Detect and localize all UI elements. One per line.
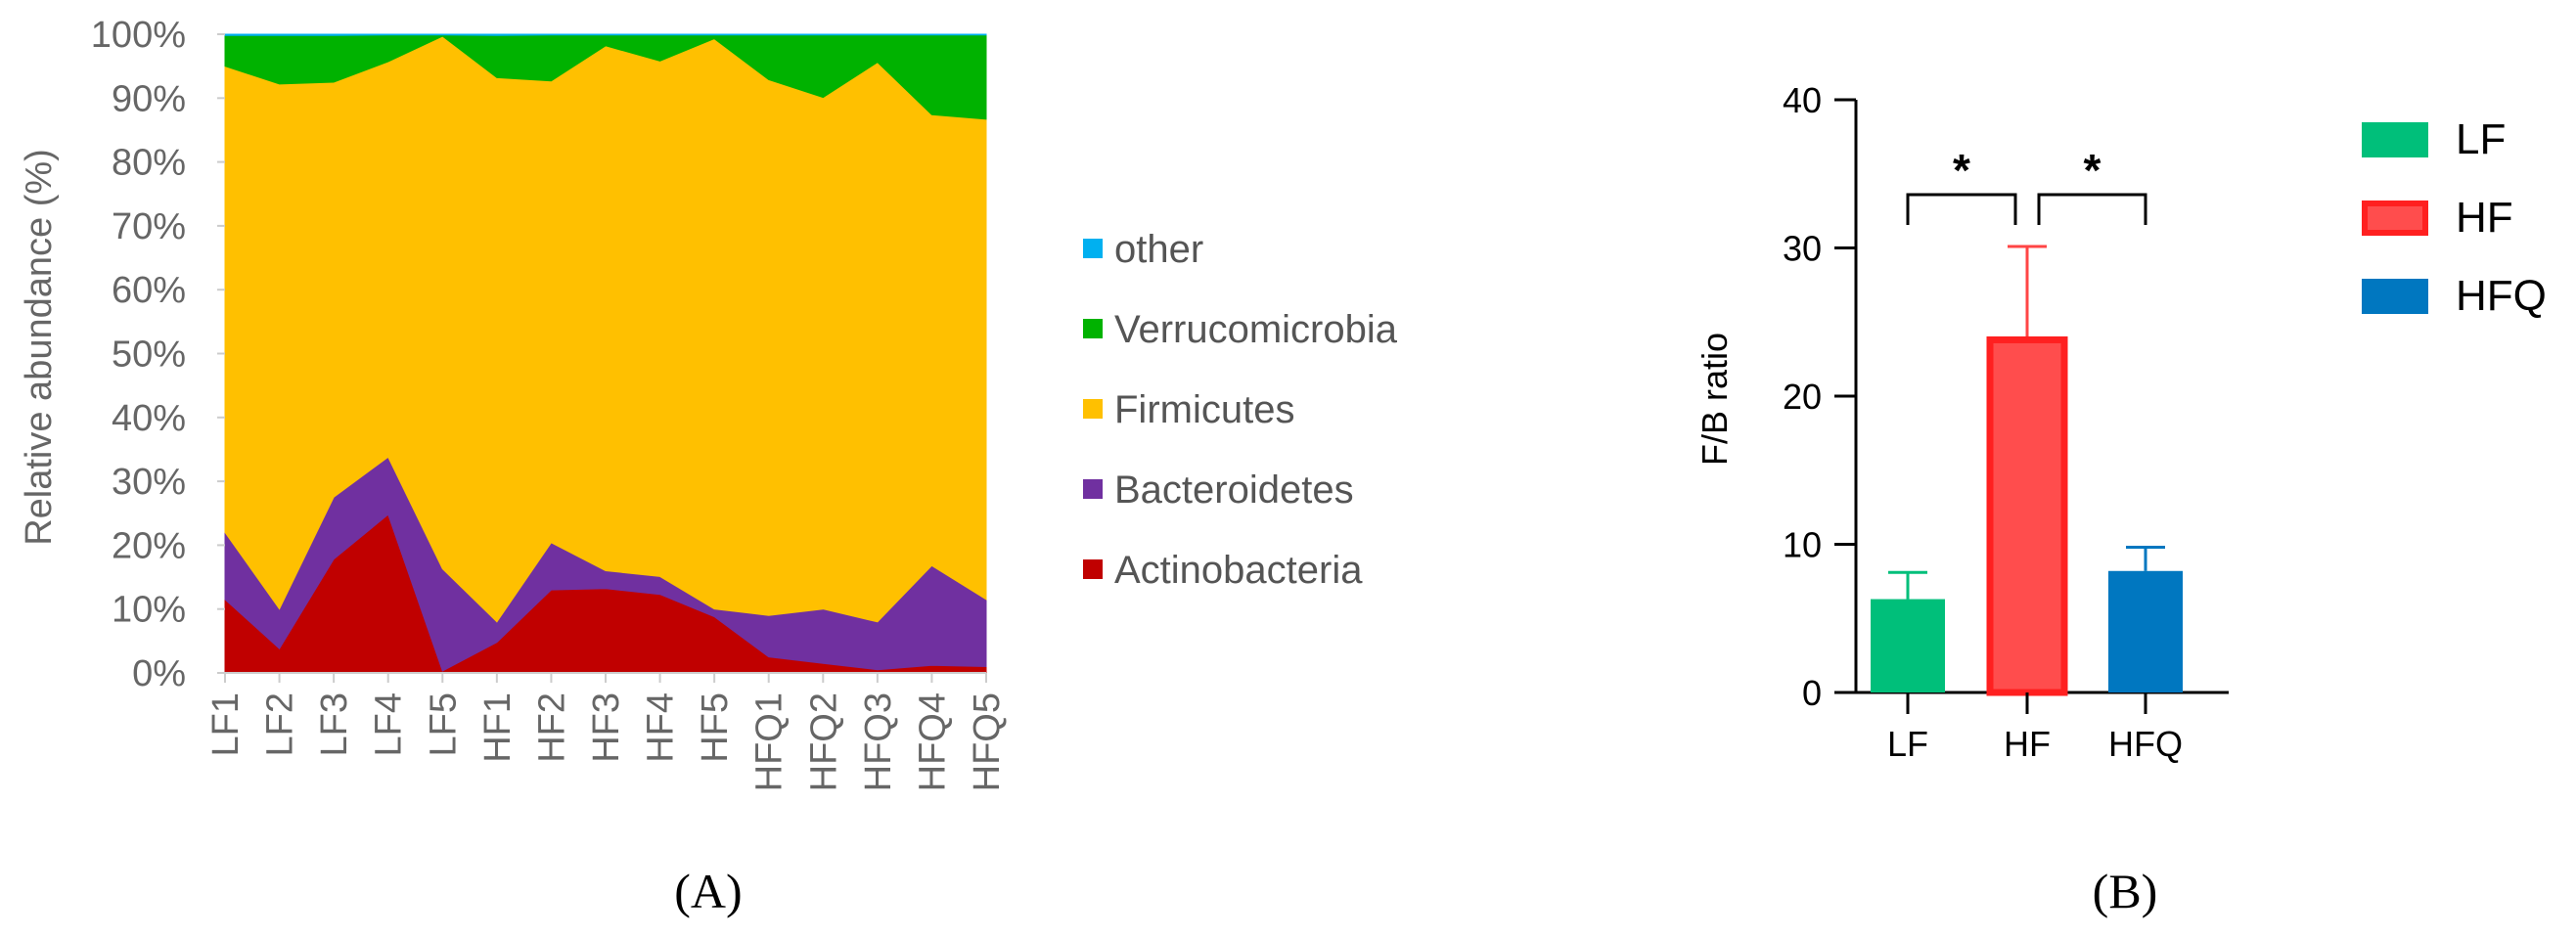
x-tick-label-lf: LF	[1887, 724, 1928, 764]
y-tick-label: 20%	[112, 525, 186, 566]
legend-swatch-bacteroidetes	[1083, 479, 1103, 499]
x-tick-label: HFQ2	[803, 692, 844, 791]
panel-a-y-axis-title: Relative abundance (%)	[19, 149, 60, 546]
panel-b-x-ticks: LF HF HFQ	[1887, 692, 2183, 764]
legend-swatch-hf	[2362, 201, 2428, 236]
y-tick-label: 90%	[112, 78, 186, 119]
legend-label-hfq: HFQ	[2456, 272, 2547, 320]
panel-a-y-ticks: 0% 10% 20% 30% 40% 50% 60% 70% 80% 90% 100%	[91, 15, 225, 694]
panel-b-y-axis-title: F/B ratio	[1695, 333, 1735, 466]
x-tick-label: HFQ4	[912, 692, 953, 791]
legend-label-hf: HF	[2456, 194, 2513, 242]
y-tick-label: 30	[1783, 229, 1822, 269]
panel-a-legend: other Verrucomicrobia Firmicutes Bacteroide…	[1083, 228, 1398, 592]
legend-label-other: other	[1114, 228, 1203, 271]
panel-a-x-ticks: LF1 LF2 LF3 LF4 LF5 HF1 HF2 HF3 HF4 HF5 HFQ1 HFQ2 HF…	[205, 673, 1008, 791]
y-tick-label: 70%	[112, 206, 186, 247]
y-tick-label: 100%	[91, 15, 186, 56]
area-layers	[224, 33, 987, 674]
y-tick-label: 10	[1783, 525, 1822, 565]
panel-b-bars	[1871, 245, 2183, 696]
bar-hf	[1986, 335, 2068, 696]
x-tick-label: HF3	[586, 692, 627, 763]
x-tick-label: HF5	[695, 692, 736, 763]
panel-a-label: (A)	[674, 864, 742, 918]
x-tick-label: HF2	[531, 692, 572, 763]
panel-b-label: (B)	[2093, 864, 2158, 918]
x-tick-label: HFQ3	[858, 692, 899, 791]
bar-lf	[1871, 599, 1945, 692]
y-tick-label: 40	[1783, 80, 1822, 120]
x-tick-label-hf: HF	[2004, 724, 2051, 764]
legend-swatch-lf	[2362, 122, 2428, 157]
x-tick-label: HF4	[641, 692, 682, 763]
y-tick-label: 40%	[112, 398, 186, 439]
panel-b-significance-brackets: * *	[1906, 145, 2147, 225]
legend-label-bacteroidetes: Bacteroidetes	[1114, 468, 1354, 512]
legend-label-actinobacteria: Actinobacteria	[1114, 549, 1363, 592]
legend-label-firmicutes: Firmicutes	[1114, 388, 1294, 431]
y-tick-label: 80%	[112, 143, 186, 184]
x-tick-label: LF5	[423, 692, 464, 756]
x-tick-label-hfq: HFQ	[2108, 724, 2183, 764]
panel-a-stacked-area-chart: 0% 10% 20% 30% 40% 50% 60% 70% 80% 90% 100% LF1 LF2…	[19, 15, 1398, 918]
y-tick-label: 0	[1802, 673, 1822, 713]
legend-label-lf: LF	[2456, 115, 2506, 163]
x-tick-label: HFQ1	[749, 692, 791, 791]
x-tick-label: LF3	[314, 692, 355, 756]
x-tick-label: HFQ5	[967, 692, 1008, 791]
significance-bracket	[1906, 193, 2017, 225]
x-tick-label: LF2	[260, 692, 301, 756]
significance-bracket	[2037, 193, 2147, 225]
area-other	[224, 33, 987, 36]
legend-swatch-firmicutes	[1083, 399, 1103, 419]
legend-swatch-verrucomicrobia	[1083, 319, 1103, 338]
legend-swatch-other	[1083, 239, 1103, 258]
y-tick-label: 30%	[112, 462, 186, 503]
y-tick-label: 10%	[112, 590, 186, 631]
bar-hfq	[2108, 570, 2183, 692]
y-tick-label: 20	[1783, 377, 1822, 417]
y-tick-label: 50%	[112, 335, 186, 376]
panel-b-legend: LF HF HFQ	[2362, 115, 2547, 320]
legend-swatch-actinobacteria	[1083, 559, 1103, 579]
x-tick-label: LF1	[205, 692, 247, 756]
x-tick-label: HF1	[477, 692, 519, 763]
panel-b-y-ticks: 0 10 20 30 40	[1783, 80, 1856, 713]
y-tick-label: 60%	[112, 270, 186, 311]
legend-swatch-hfq	[2362, 279, 2428, 314]
significance-star: *	[1953, 145, 1970, 196]
y-tick-label: 0%	[132, 653, 186, 694]
x-tick-label: LF4	[369, 692, 410, 756]
significance-star: *	[2084, 145, 2101, 196]
legend-label-verrucomicrobia: Verrucomicrobia	[1114, 308, 1398, 351]
